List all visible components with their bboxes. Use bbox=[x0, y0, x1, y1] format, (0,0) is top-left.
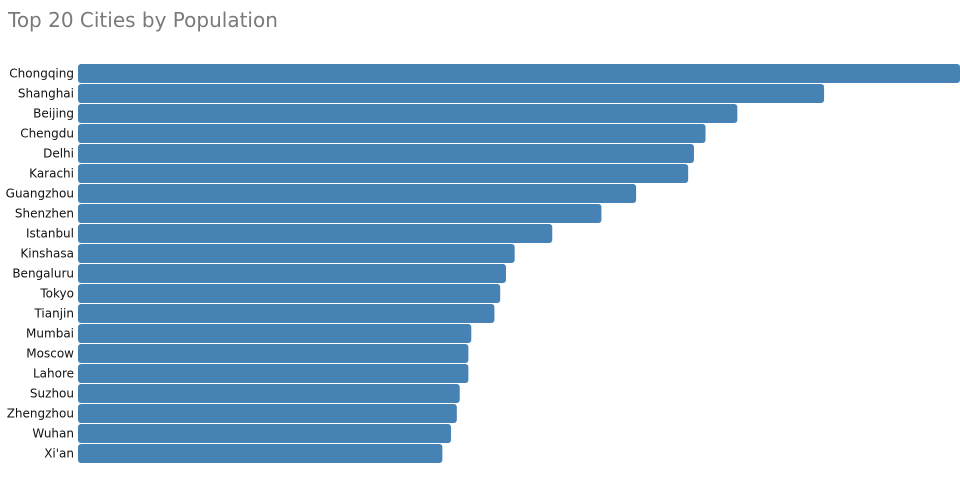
bar-tokyo bbox=[78, 284, 501, 303]
category-label: Chengdu bbox=[20, 127, 74, 141]
bar-lahore bbox=[78, 364, 469, 383]
category-label: Kinshasa bbox=[20, 247, 74, 261]
category-label: Wuhan bbox=[32, 427, 74, 441]
bar-chengdu bbox=[78, 124, 706, 143]
bar-istanbul bbox=[78, 224, 553, 243]
category-label: Moscow bbox=[26, 347, 74, 361]
bar-bengaluru bbox=[78, 264, 506, 283]
bar-wuhan bbox=[78, 424, 452, 443]
category-label: Shanghai bbox=[18, 87, 74, 101]
chart-title: Top 20 Cities by Population bbox=[8, 8, 278, 32]
category-label: Beijing bbox=[33, 107, 74, 121]
category-label: Zhengzhou bbox=[7, 407, 74, 421]
bar-chongqing bbox=[78, 64, 960, 83]
category-label: Xi'an bbox=[44, 447, 74, 461]
bar-shanghai bbox=[78, 84, 825, 103]
category-label: Bengaluru bbox=[12, 267, 74, 281]
bar-beijing bbox=[78, 104, 738, 123]
category-label: Shenzhen bbox=[15, 207, 74, 221]
category-label: Delhi bbox=[43, 147, 74, 161]
bar-mumbai bbox=[78, 324, 472, 343]
bar-delhi bbox=[78, 144, 694, 163]
bar-moscow bbox=[78, 344, 469, 363]
category-label: Tokyo bbox=[39, 287, 74, 301]
bar-shenzhen bbox=[78, 204, 602, 223]
category-label: Karachi bbox=[29, 167, 74, 181]
bar-guangzhou bbox=[78, 184, 637, 203]
category-label: Tianjin bbox=[33, 307, 74, 321]
category-label: Mumbai bbox=[26, 327, 74, 341]
bar-suzhou bbox=[78, 384, 460, 403]
bar-tianjin bbox=[78, 304, 495, 323]
category-label: Suzhou bbox=[30, 387, 74, 401]
category-label: Lahore bbox=[33, 367, 74, 381]
bar-karachi bbox=[78, 164, 689, 183]
category-label: Chongqing bbox=[9, 67, 74, 81]
bar-xi-an bbox=[78, 444, 443, 463]
bar-zhengzhou bbox=[78, 404, 457, 423]
category-label: Guangzhou bbox=[6, 187, 74, 201]
bar-kinshasa bbox=[78, 244, 515, 263]
category-label: Istanbul bbox=[26, 227, 74, 241]
